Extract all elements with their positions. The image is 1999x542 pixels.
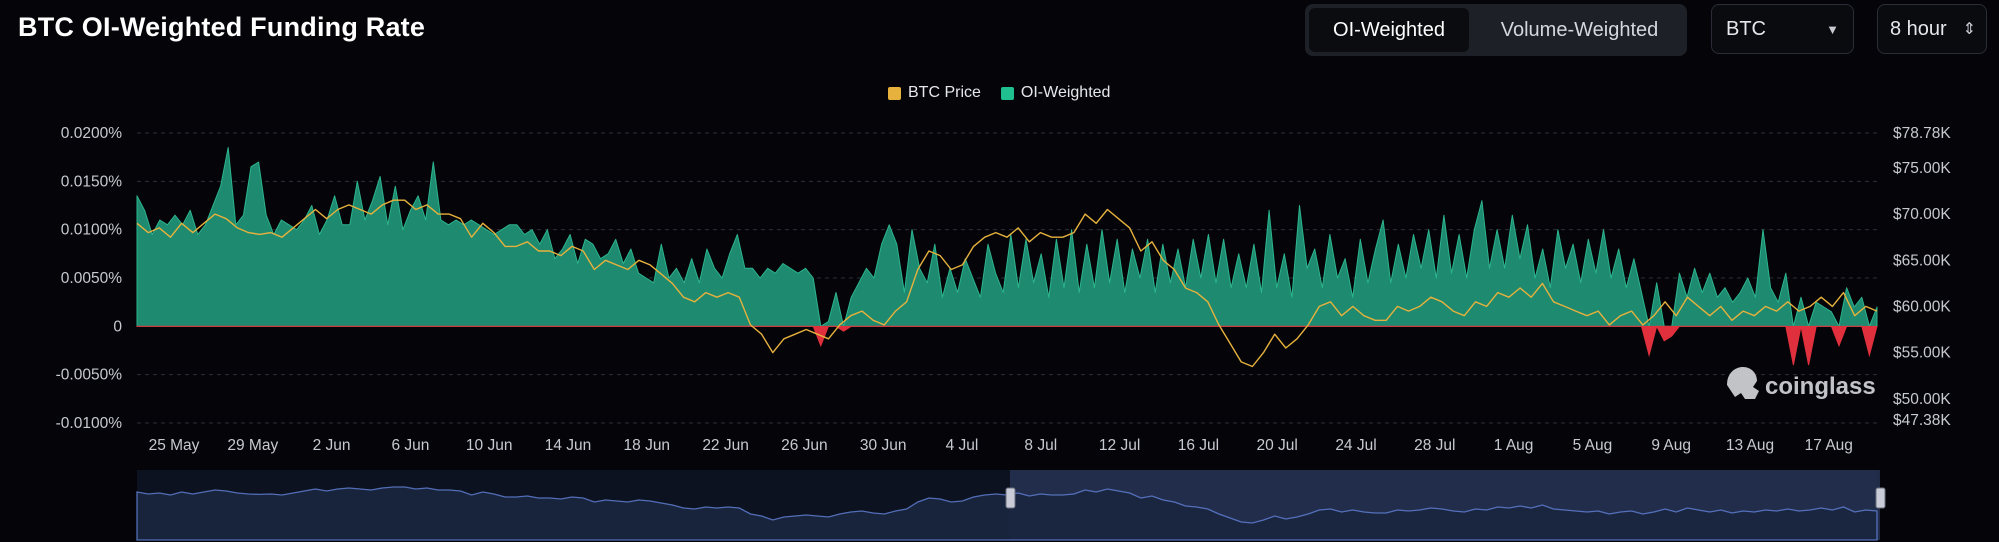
x-tick-0: 25 May [149, 437, 200, 454]
coin-select[interactable]: BTC ▼ [1711, 4, 1854, 54]
coinglass-watermark: coinglass [1727, 367, 1876, 400]
legend-swatch-price [888, 86, 901, 100]
oi-weighted-area-negative [136, 324, 1878, 366]
x-tick-17: 1 Aug [1494, 437, 1534, 454]
y-left-tick-6: -0.0100% [56, 415, 123, 432]
x-tick-6: 18 Jun [624, 437, 671, 454]
tab-oi-weighted[interactable]: OI-Weighted [1309, 8, 1469, 52]
x-tick-13: 16 Jul [1178, 437, 1219, 454]
coinglass-logo-icon [1727, 367, 1759, 399]
x-tick-19: 9 Aug [1651, 437, 1691, 454]
x-tick-5: 14 Jun [545, 437, 592, 454]
x-tick-8: 26 Jun [781, 437, 828, 454]
y-left-tick-1: 0.0150% [61, 173, 122, 190]
x-tick-11: 8 Jul [1024, 437, 1057, 454]
x-tick-20: 13 Aug [1726, 437, 1774, 454]
y-right-tick-5: $55.00K [1893, 345, 1951, 362]
navigator-handle-left[interactable] [1005, 487, 1016, 509]
coinglass-watermark-text: coinglass [1765, 373, 1876, 400]
y-right-tick-1: $75.00K [1893, 160, 1951, 177]
legend-swatch-oi [1000, 86, 1014, 100]
y-right-tick-3: $65.00K [1893, 252, 1951, 269]
x-tick-7: 22 Jun [702, 437, 749, 454]
y-left-tick-3: 0.0050% [61, 270, 122, 287]
x-tick-9: 30 Jun [860, 437, 907, 454]
y-left-tick-2: 0.0100% [61, 222, 122, 239]
y-right-tick-7: $47.38K [1893, 412, 1951, 429]
legend-label-price: BTC Price [908, 84, 981, 101]
coin-select-value: BTC [1726, 17, 1766, 40]
interval-select[interactable]: 8 hour ⇕ [1877, 4, 1987, 54]
x-tick-16: 28 Jul [1414, 437, 1455, 454]
y-right-tick-2: $70.00K [1893, 206, 1951, 223]
y-left-tick-5: -0.0050% [56, 367, 123, 384]
x-tick-18: 5 Aug [1573, 437, 1613, 454]
y-right-tick-0: $78.78K [1893, 125, 1951, 142]
x-tick-2: 2 Jun [313, 437, 351, 454]
y-left-tick-4: 0 [113, 318, 122, 335]
updown-icon: ⇕ [1962, 21, 1976, 38]
x-tick-3: 6 Jun [391, 437, 429, 454]
x-tick-14: 20 Jul [1257, 437, 1298, 454]
x-tick-21: 17 Aug [1805, 437, 1853, 454]
weighting-toggle: OI-Weighted Volume-Weighted [1305, 4, 1687, 56]
x-tick-15: 24 Jul [1335, 437, 1376, 454]
y-right-tick-6: $50.00K [1893, 391, 1951, 408]
btc-price-line [136, 199, 1878, 368]
navigator-handle-right[interactable] [1875, 487, 1886, 509]
chart-legend: BTC Price OI-Weighted [888, 84, 1130, 102]
x-tick-1: 29 May [227, 437, 278, 454]
page-title: BTC OI-Weighted Funding Rate [18, 12, 426, 42]
legend-item-btc-price[interactable]: BTC Price [888, 84, 981, 102]
tab-volume-weighted[interactable]: Volume-Weighted [1500, 18, 1659, 41]
x-tick-12: 12 Jul [1099, 437, 1140, 454]
legend-item-oi-weighted[interactable]: OI-Weighted [1000, 84, 1111, 102]
legend-label-oi: OI-Weighted [1020, 84, 1111, 101]
caret-down-icon: ▼ [1826, 21, 1839, 37]
x-tick-10: 4 Jul [946, 437, 979, 454]
y-right-tick-4: $60.00K [1893, 298, 1951, 315]
interval-select-value: 8 hour [1890, 17, 1947, 40]
y-left-tick-0: 0.0200% [61, 125, 122, 142]
x-tick-4: 10 Jun [466, 437, 513, 454]
